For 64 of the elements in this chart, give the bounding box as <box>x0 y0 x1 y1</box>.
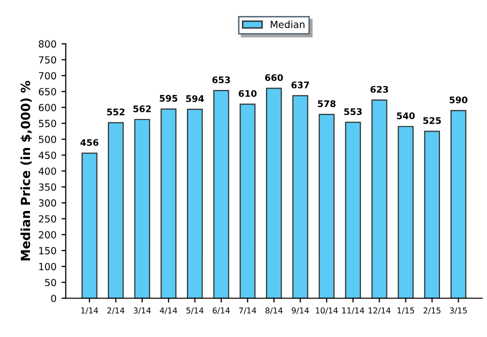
data-label: 595 <box>160 94 178 102</box>
data-label: 653 <box>212 76 230 84</box>
y-tick-label: 650 <box>38 88 56 96</box>
x-tick-label: 5/14 <box>186 308 204 314</box>
y-tick-label: 600 <box>38 104 56 112</box>
x-tick-label: 7/14 <box>239 308 256 314</box>
y-tick-label: 500 <box>38 136 56 144</box>
legend-label: Median <box>270 20 304 28</box>
data-label: 552 <box>107 108 124 116</box>
bar <box>371 100 388 298</box>
data-label: 562 <box>133 105 151 112</box>
data-label: 660 <box>265 74 283 82</box>
y-axis-title: Median Price (in $,000) % <box>20 80 32 260</box>
y-tick-label: 700 <box>38 72 56 80</box>
bar <box>450 110 466 298</box>
bar <box>240 104 256 298</box>
bar <box>398 126 414 298</box>
bar <box>160 108 176 298</box>
data-label: 610 <box>238 90 257 97</box>
data-label: 590 <box>450 96 468 104</box>
bar <box>424 130 440 298</box>
y-tick-label: 350 <box>38 183 56 191</box>
x-tick-label: 3/14 <box>134 307 151 314</box>
bar <box>213 90 230 298</box>
x-tick-label: 4/14 <box>160 308 178 314</box>
bar <box>345 122 361 298</box>
bar <box>318 114 335 298</box>
y-tick-label: 400 <box>38 168 56 175</box>
x-tick-label: 1/14 <box>81 308 98 314</box>
y-tick-label: 250 <box>38 215 56 223</box>
bar <box>108 122 124 298</box>
y-tick-label: 0 <box>51 294 56 302</box>
x-tick-label: 2/15 <box>424 307 440 314</box>
data-label: 594 <box>186 95 204 102</box>
data-label: 637 <box>291 82 309 88</box>
y-tick-label: 800 <box>38 40 56 48</box>
y-tick-label: 50 <box>45 278 56 286</box>
x-tick-label: 11/14 <box>342 308 364 314</box>
data-label: 456 <box>80 139 98 146</box>
y-tick-label: 100 <box>39 262 56 270</box>
bar <box>292 95 308 298</box>
x-tick-label: 1/15 <box>398 308 414 314</box>
x-tick-label: 2/14 <box>107 307 124 314</box>
x-tick-label: 6/14 <box>212 307 230 314</box>
x-tick-label: 9/14 <box>292 307 309 314</box>
bar <box>266 88 282 298</box>
data-label: 540 <box>396 112 415 120</box>
bar <box>186 108 203 298</box>
y-tick-label: 150 <box>39 247 56 254</box>
y-tick-label: 200 <box>38 231 56 238</box>
x-tick-label: 12/14 <box>368 307 391 314</box>
y-tick-label: 300 <box>38 199 56 207</box>
data-label: 578 <box>318 100 336 108</box>
x-tick-label: 10/14 <box>316 307 338 314</box>
data-label: 553 <box>344 108 362 116</box>
bar <box>134 118 150 298</box>
data-label: 623 <box>370 86 388 93</box>
bar <box>82 152 98 298</box>
y-tick-label: 750 <box>38 56 56 64</box>
y-tick-label: 550 <box>38 120 56 128</box>
x-tick-label: 8/14 <box>265 307 283 314</box>
data-label: 525 <box>423 117 441 124</box>
x-tick-label: 3/15 <box>450 307 467 314</box>
y-tick-label: 450 <box>38 152 56 159</box>
